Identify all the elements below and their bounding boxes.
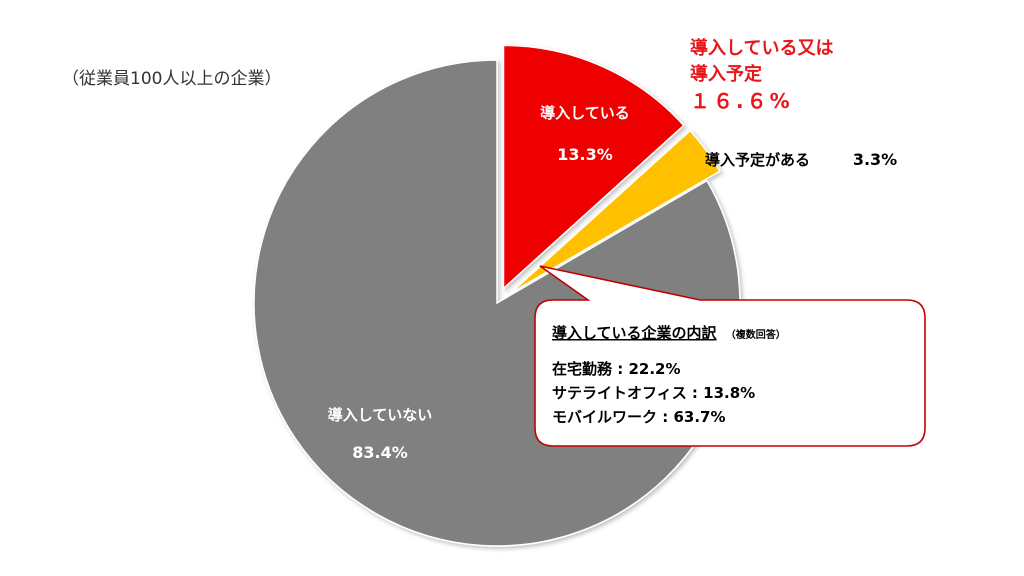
breakdown-item: サテライトオフィス : 13.8% xyxy=(552,384,755,402)
slice-label: 導入予定がある xyxy=(705,151,810,169)
group-callout-line2: 導入予定 xyxy=(690,64,762,85)
breakdown-callout: 導入している企業の内訳 （複数回答） 在宅勤務 : 22.2% サテライトオフィス… xyxy=(534,265,926,447)
slice-label: 導入している xyxy=(540,104,630,122)
breakdown-title: 導入している企業の内訳 xyxy=(552,324,718,342)
pie-slice xyxy=(509,129,721,295)
breakdown-callout-shape xyxy=(534,265,926,447)
slice-value-label: 83.4% xyxy=(352,443,408,462)
group-callout-value: １６.６% xyxy=(690,89,793,113)
pie-labels: 導入している 13.3% 導入予定がある 3.3% 導入していない 83.4% xyxy=(328,104,897,462)
group-callout-line1: 導入している又は xyxy=(690,38,834,59)
slice-value-label: 13.3% xyxy=(557,145,613,164)
breakdown-item: モバイルワーク : 63.7% xyxy=(552,408,725,426)
breakdown-items: 在宅勤務 : 22.2% サテライトオフィス : 13.8% モバイルワーク : 6… xyxy=(552,360,755,426)
breakdown-item: 在宅勤務 : 22.2% xyxy=(552,360,680,378)
breakdown-note: （複数回答） xyxy=(726,328,786,341)
chart-subtitle: （従業員100人以上の企業） xyxy=(62,69,282,89)
slice-value-label: 3.3% xyxy=(853,150,897,169)
group-callout: 導入している又は 導入予定 １６.６% xyxy=(690,36,833,114)
pie-slice xyxy=(502,44,685,291)
breakdown-title-row: 導入している企業の内訳 （複数回答） xyxy=(552,324,786,342)
slice-label: 導入していない xyxy=(328,406,433,424)
